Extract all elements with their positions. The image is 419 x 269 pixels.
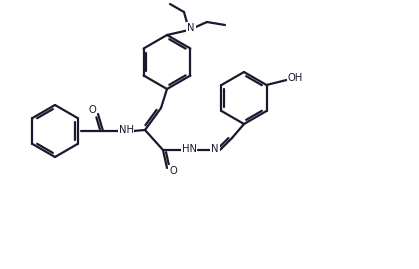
Text: O: O <box>169 166 177 176</box>
Text: N: N <box>187 23 195 33</box>
Text: NH: NH <box>119 125 134 135</box>
Text: O: O <box>88 105 96 115</box>
Text: OH: OH <box>288 73 303 83</box>
Text: HN: HN <box>181 144 197 154</box>
Text: N: N <box>211 144 219 154</box>
